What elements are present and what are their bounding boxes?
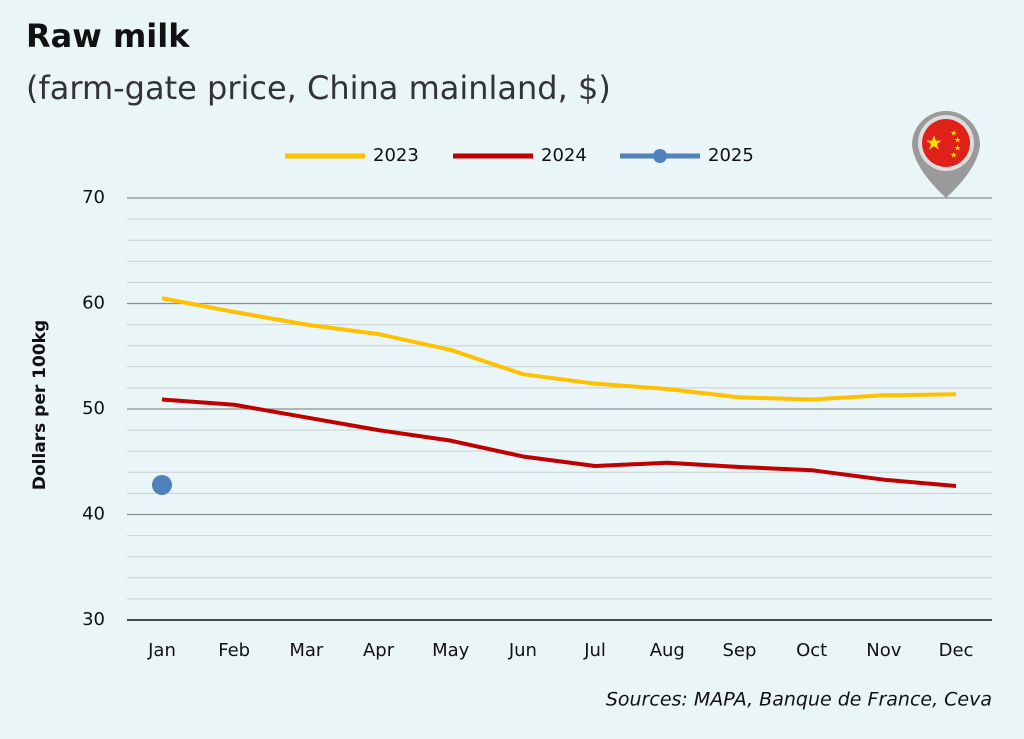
svg-text:★: ★ bbox=[954, 136, 961, 145]
x-tick-label: Mar bbox=[289, 640, 324, 661]
series-line bbox=[161, 397, 957, 489]
svg-text:★: ★ bbox=[950, 151, 957, 160]
series-marker bbox=[152, 474, 172, 495]
legend-label: 2025 bbox=[708, 145, 754, 166]
y-tick-label: 70 bbox=[82, 187, 105, 208]
legend-label: 2024 bbox=[541, 145, 587, 166]
flag-pin: ★ ★ ★ ★ ★ bbox=[912, 111, 980, 198]
legend-marker bbox=[653, 149, 667, 163]
y-axis-label: Dollars per 100kg bbox=[30, 320, 50, 490]
x-tick-label: Jun bbox=[508, 640, 537, 661]
y-tick-label: 50 bbox=[82, 398, 105, 419]
x-tick-label: Sep bbox=[722, 640, 756, 661]
svg-text:★: ★ bbox=[954, 144, 961, 153]
series-line bbox=[161, 296, 957, 402]
chart-subtitle: (farm-gate price, China mainland, $) bbox=[26, 69, 611, 107]
x-tick-label: Jul bbox=[583, 640, 606, 661]
x-tick-label: Feb bbox=[218, 640, 250, 661]
x-tick-label: Jan bbox=[147, 640, 176, 661]
chart-title: Raw milk bbox=[26, 17, 190, 55]
svg-text:★: ★ bbox=[925, 131, 943, 155]
svg-text:★: ★ bbox=[950, 129, 957, 138]
y-tick-label: 40 bbox=[82, 504, 105, 525]
x-tick-label: Apr bbox=[363, 640, 395, 661]
y-tick-label: 30 bbox=[82, 609, 105, 630]
y-tick-label: 60 bbox=[82, 293, 105, 314]
x-tick-label: Nov bbox=[866, 640, 901, 661]
legend-label: 2023 bbox=[373, 145, 419, 166]
x-tick-label: May bbox=[432, 640, 470, 661]
source-note: Sources: MAPA, Banque de France, Ceva bbox=[606, 689, 992, 711]
x-tick-label: Dec bbox=[939, 640, 974, 661]
x-tick-label: Oct bbox=[796, 640, 827, 661]
x-tick-label: Aug bbox=[650, 640, 685, 661]
